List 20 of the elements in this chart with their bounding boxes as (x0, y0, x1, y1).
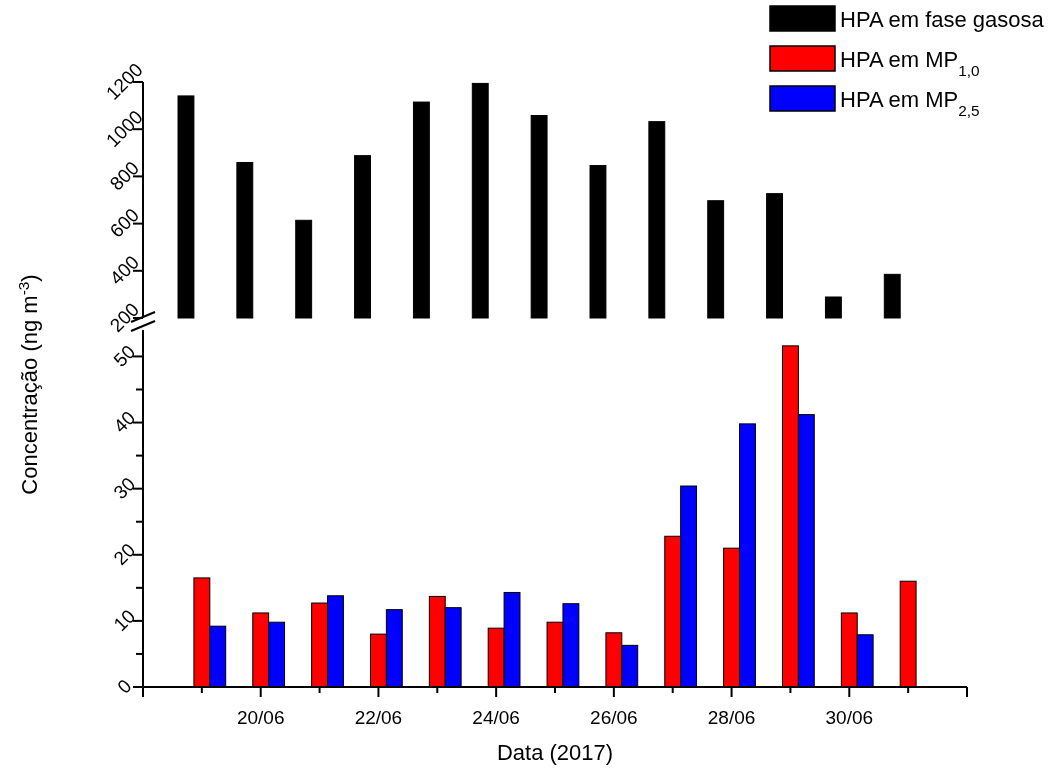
x-tick-label: 28/06 (707, 707, 756, 728)
y-tick-label: 40 (109, 407, 140, 437)
legend-label: HPA em MP$_{2,5}$ (840, 87, 980, 119)
y-tick-label: 400 (105, 251, 144, 289)
y-tick-label: 200 (105, 298, 144, 337)
x-tick-label: 26/06 (590, 707, 638, 728)
y-tick-label: 30 (109, 473, 140, 503)
y-tick-label: 0 (113, 675, 136, 698)
y-tick-label: 10 (109, 605, 140, 636)
x-tick-label: 30/06 (825, 707, 874, 728)
y-tick-label: 800 (105, 157, 144, 195)
y-tick-label: 600 (105, 204, 144, 242)
x-tick-label: 22/06 (354, 707, 403, 728)
x-tick-label: 24/06 (472, 707, 520, 728)
y-tick-label: 20 (109, 539, 140, 570)
y-tick-label: 50 (109, 340, 140, 371)
legend-label: HPA em fase gasosa (840, 7, 1045, 32)
x-tick-label: 20/06 (236, 707, 285, 728)
x-axis-title: Data (2017) (496, 740, 614, 765)
legend-label: HPA em MP$_{1,0}$ (840, 47, 980, 79)
